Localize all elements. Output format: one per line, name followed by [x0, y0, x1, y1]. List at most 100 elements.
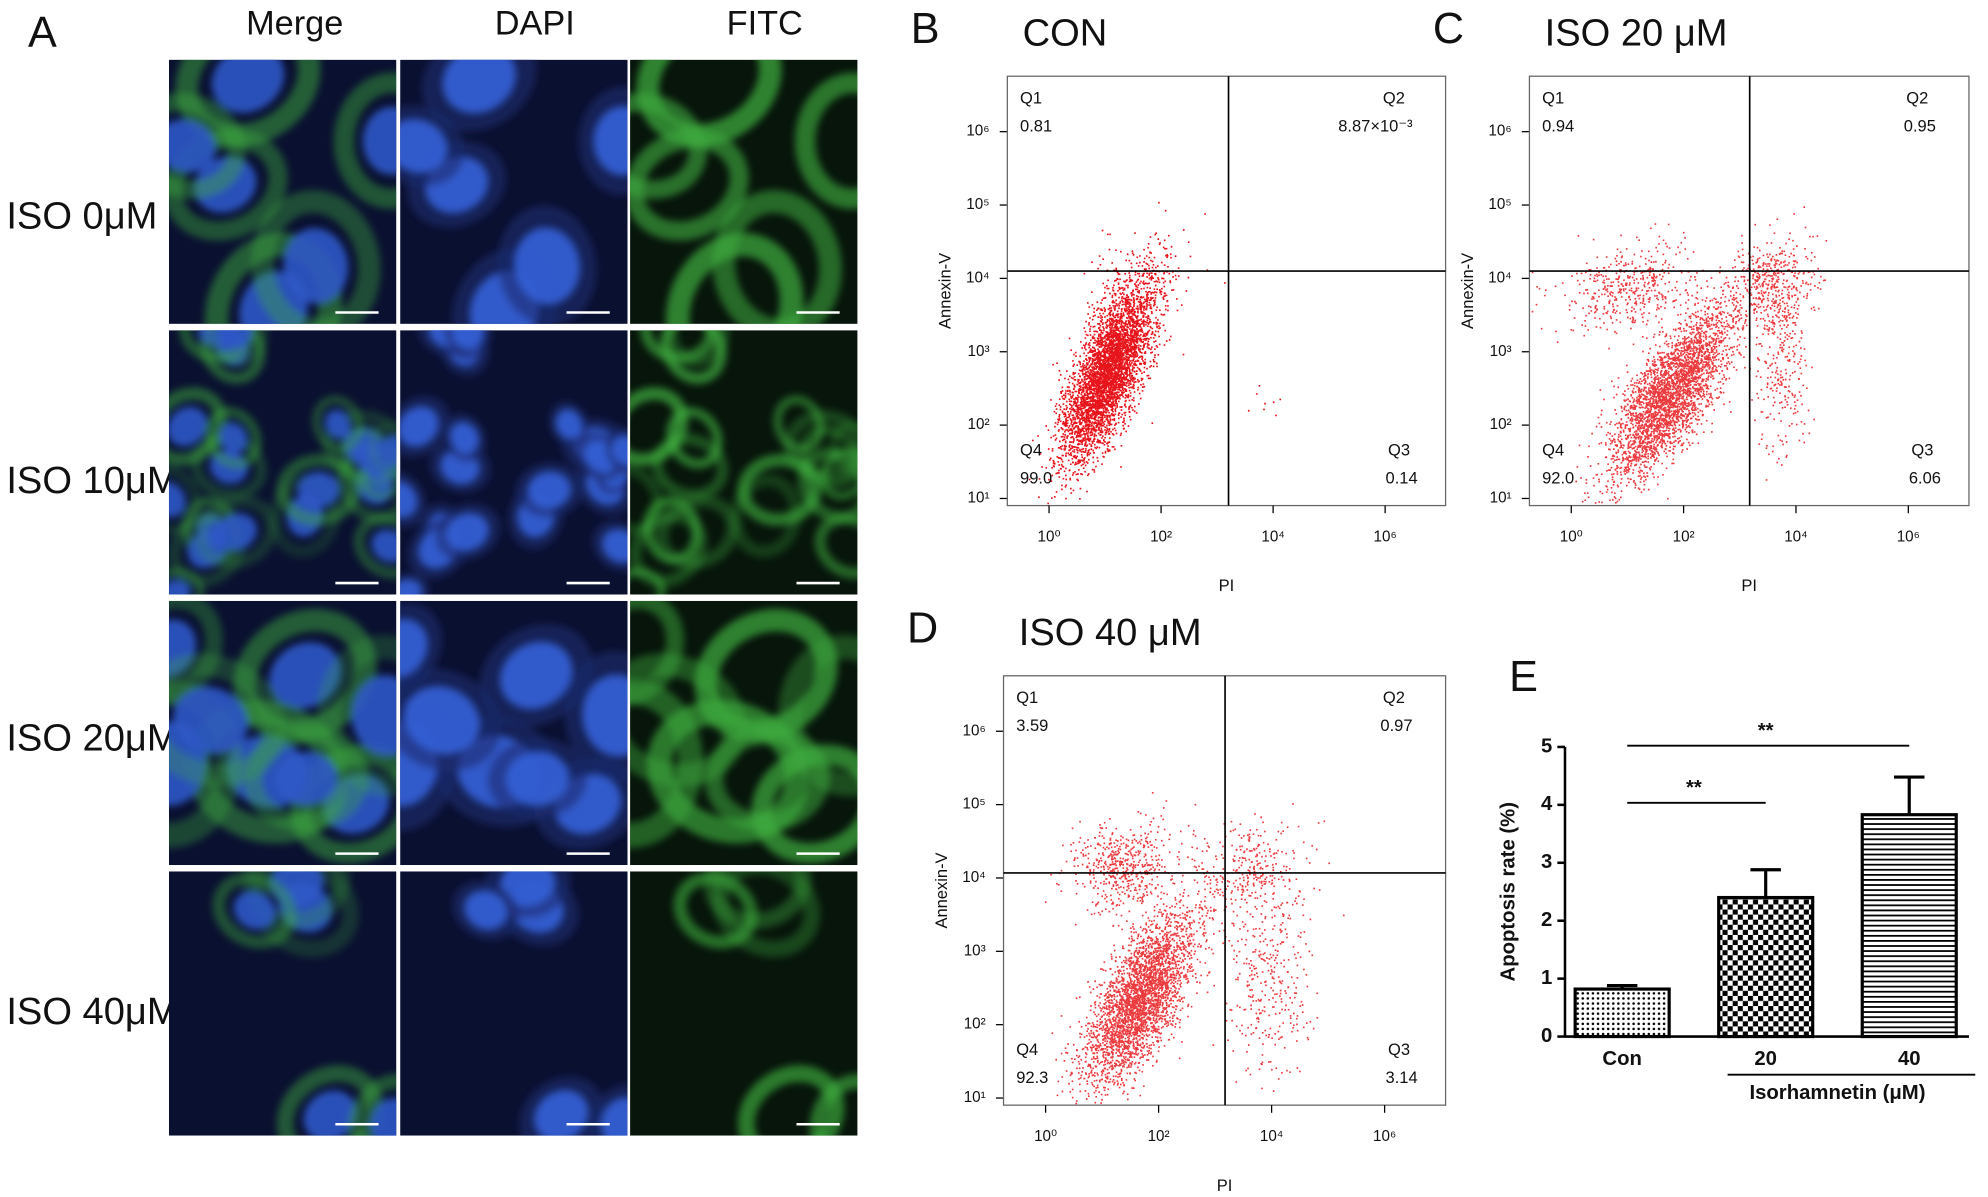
quadrant-value: 0.97: [1380, 717, 1412, 735]
y-tick-label: 10¹: [1490, 490, 1512, 507]
cytoplasm: [168, 567, 205, 595]
x-tick-label: 10⁰: [1038, 528, 1061, 545]
quadrant-name: Q1: [1016, 689, 1038, 707]
micrograph: [400, 330, 628, 595]
y-tick-label: 10⁴: [966, 269, 990, 286]
cytoplasm: [809, 1073, 858, 1136]
nucleus: [351, 675, 397, 756]
event-cloud: [1044, 792, 1345, 1105]
cytoplasm: [212, 871, 297, 949]
significance-label: **: [1758, 720, 1774, 742]
nucleus: [371, 529, 397, 563]
quadrant-value: 6.06: [1909, 469, 1941, 487]
quadrant-value: 0.14: [1386, 469, 1418, 487]
quadrant-value: 0.94: [1542, 117, 1574, 135]
cells: [400, 59, 628, 324]
nucleus: [400, 619, 428, 678]
micrograph: [168, 600, 397, 866]
cytoplasm: [655, 494, 740, 570]
y-tick-label: 10³: [964, 942, 986, 959]
nucleus: [274, 751, 338, 806]
y-tick-label: 10²: [1490, 416, 1512, 433]
quadrant-value: 0.95: [1904, 117, 1936, 135]
x-axis-label: PI: [1741, 577, 1757, 595]
event-cloud: [1028, 201, 1282, 505]
x-tick-label: 10⁰: [1560, 528, 1583, 545]
column-header: DAPI: [495, 4, 575, 42]
cytoplasm: [205, 330, 269, 368]
nucleus: [168, 481, 186, 518]
nucleus: [400, 406, 439, 447]
nucleus: [221, 330, 253, 349]
y-tick-label: 10⁴: [1488, 269, 1512, 286]
nucleus: [233, 890, 276, 930]
y-tick-label: 10⁵: [962, 796, 985, 813]
bar: [1860, 813, 1958, 1039]
nucleus: [168, 119, 216, 173]
cytoplasm: [704, 725, 830, 832]
quadrant-name: Q3: [1388, 1041, 1410, 1059]
nucleus: [215, 513, 258, 551]
cells: [630, 59, 858, 324]
nucleus: [602, 529, 628, 563]
panel-label: A: [28, 9, 57, 57]
x-tick-label: 10²: [1673, 528, 1695, 545]
nucleus: [400, 579, 422, 595]
cytoplasm: [630, 464, 664, 535]
cytoplasm: [704, 871, 812, 930]
cytoplasm: [778, 634, 858, 797]
micrograph: [168, 871, 397, 1136]
cytoplasm: [640, 330, 717, 364]
plot-frame: [1006, 75, 1447, 507]
cytoplasm: [276, 453, 361, 526]
y-tick-label: 10¹: [968, 490, 990, 507]
y-axis-label: Annexin-V: [937, 253, 955, 329]
cytoplasm: [829, 420, 858, 481]
nucleus: [283, 228, 349, 304]
nucleus: [442, 59, 516, 113]
y-tick-label: 10⁴: [962, 869, 986, 886]
quadrant-value: 92.3: [1016, 1069, 1048, 1087]
cytoplasm: [814, 513, 858, 579]
nucleus: [362, 106, 397, 175]
column-header: FITC: [727, 4, 803, 42]
cells: [168, 330, 397, 595]
cytoplasm: [168, 387, 228, 467]
cells: [400, 330, 628, 595]
column-header: Merge: [246, 4, 343, 42]
y-axis-label: Annexin-V: [933, 852, 951, 928]
chart-title: CON: [1023, 13, 1108, 55]
cytoplasm: [168, 92, 246, 199]
micrograph: [630, 59, 858, 324]
cytoplasm: [348, 1073, 397, 1136]
nucleus: [500, 642, 572, 709]
quadrant-value: 99.0: [1020, 469, 1052, 487]
nucleus: [400, 481, 417, 518]
cytoplasm: [737, 453, 822, 526]
nucleus: [506, 751, 569, 806]
y-tick-label: 10³: [1490, 343, 1512, 360]
micrograph: [168, 330, 397, 595]
y-tick-label: 2: [1541, 909, 1552, 931]
y-tick-label: 10⁶: [963, 722, 986, 739]
nucleus: [168, 579, 191, 595]
cytoplasm: [630, 387, 689, 467]
cytoplasm: [630, 653, 747, 787]
quadrant-name: Q2: [1383, 689, 1405, 707]
x-axis-label: PI: [1217, 1177, 1233, 1195]
nucleus: [500, 871, 555, 907]
cytoplasm: [168, 653, 286, 787]
quadrant-name: Q2: [1383, 89, 1405, 107]
cytoplasm: [630, 92, 708, 199]
y-tick-label: 4: [1541, 793, 1553, 815]
row-label: ISO 40μM: [6, 991, 178, 1033]
cytoplasm: [630, 128, 749, 241]
x-tick-label: 10⁶: [1373, 1128, 1396, 1145]
cytoplasm: [194, 494, 278, 570]
nucleus: [400, 119, 447, 173]
quadrant-value: 3.59: [1016, 717, 1048, 735]
quadrant-name: Q4: [1542, 441, 1564, 459]
x-tick-label: 40: [1898, 1048, 1921, 1070]
